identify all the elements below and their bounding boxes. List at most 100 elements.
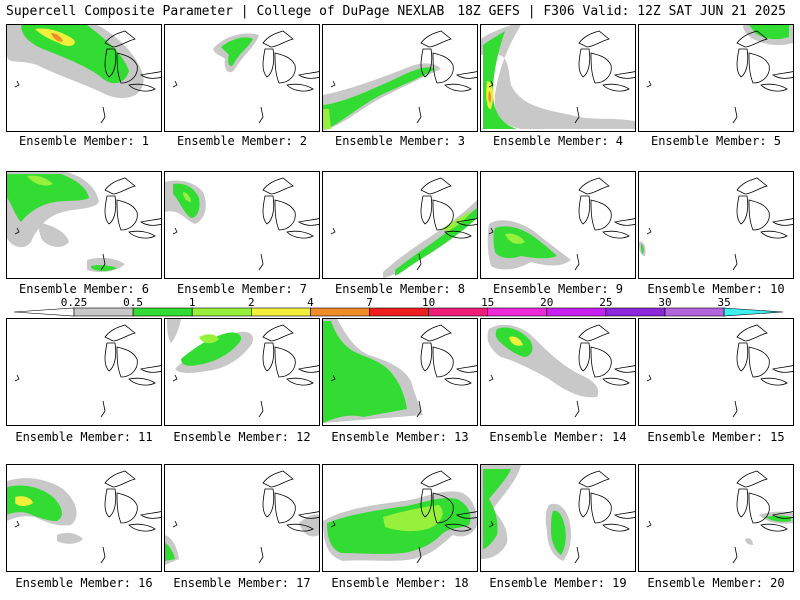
coastline-outline: [330, 470, 477, 564]
scp-field-map: [646, 25, 793, 124]
colorbar-segment: [310, 307, 370, 317]
coastline-outline: [646, 30, 793, 124]
ensemble-member-label: Ensemble Member: 17: [173, 576, 311, 590]
ensemble-member-map: [638, 318, 794, 426]
colorbar-tick-label: 1: [189, 296, 196, 309]
scp-contour-fill: [765, 515, 791, 522]
ensemble-member-label: Ensemble Member: 19: [489, 576, 627, 590]
ensemble-member-label: Ensemble Member: 16: [15, 576, 153, 590]
colorbar-tick-label: 15: [481, 296, 494, 309]
ensemble-member-label: Ensemble Member: 11: [15, 430, 153, 444]
colorbar-tick-label: 25: [599, 296, 612, 309]
colorbar-tick-label: 7: [366, 296, 373, 309]
scp-contour-fill: [15, 496, 33, 506]
coastline-outline: [488, 30, 635, 124]
colorbar-segment: [605, 307, 666, 317]
coastline-outline: [14, 177, 161, 271]
ensemble-member-map: [480, 464, 636, 572]
ensemble-member-map: [164, 171, 320, 279]
scp-field-map: [639, 177, 793, 271]
coastline-outline: [330, 177, 477, 271]
ensemble-member-label: Ensemble Member: 3: [334, 134, 466, 148]
coastline-outline: [330, 324, 477, 418]
scp-contour-fill: [7, 485, 62, 521]
ensemble-member-map: [480, 171, 636, 279]
scp-contour-fill: [323, 67, 435, 129]
coastline-outline: [172, 177, 319, 271]
color-scale-legend: 0.25 0.5 1 2 4 7 10 15 20 25 30 35: [13, 296, 784, 317]
ensemble-member-map: [322, 24, 478, 132]
scp-field-map: [7, 470, 161, 564]
ensemble-member-label: Ensemble Member: 20: [647, 576, 785, 590]
scp-field-map: [481, 25, 635, 129]
colorbar-segment: [251, 307, 311, 317]
ensemble-member-label: Ensemble Member: 9: [492, 282, 624, 296]
ensemble-member-map: [638, 464, 794, 572]
colorbar-segment: [73, 307, 134, 317]
coastline-outline: [488, 324, 635, 418]
coastline-outline: [14, 30, 161, 124]
ensemble-member-map: [638, 171, 794, 279]
coastline-outline: [172, 470, 319, 564]
colorbar-tick-label: 20: [540, 296, 553, 309]
coastline-outline: [172, 324, 319, 418]
scp-field-map: [7, 172, 161, 272]
page-title: Supercell Composite Parameter | College …: [6, 4, 445, 19]
ensemble-member-map: [322, 318, 478, 426]
ensemble-member-label: Ensemble Member: 4: [492, 134, 624, 148]
scp-field-map: [323, 319, 477, 423]
scp-field-map: [323, 30, 477, 131]
colorbar-tick-label: 2: [248, 296, 255, 309]
scp-field-map: [323, 470, 477, 564]
scp-field-map: [172, 30, 319, 124]
ensemble-member-map: [638, 24, 794, 132]
scp-contour-fill: [7, 174, 117, 271]
scp-contour-fill: [221, 37, 253, 67]
colorbar-segment: [369, 307, 429, 317]
colorbar-segment: [664, 307, 725, 317]
scp-field-map: [167, 319, 319, 418]
scp-contour-fill: [395, 208, 477, 276]
scp-field-map: [14, 324, 161, 418]
ensemble-member-label: Ensemble Member: 10: [647, 282, 785, 296]
colorbar-right-arrow: [723, 307, 784, 317]
scp-contour-fill: [27, 175, 53, 186]
colorbar-tick-label: 30: [658, 296, 671, 309]
scp-field-map: [330, 177, 477, 278]
colorbar-tick-label: 0.5: [123, 296, 143, 309]
ensemble-member-map: [480, 24, 636, 132]
scp-contour-fill: [323, 109, 331, 129]
scp-contour-fill: [641, 244, 644, 254]
colorbar-segment: [191, 307, 252, 317]
ensemble-member-label: Ensemble Member: 6: [18, 282, 150, 296]
coastline-outline: [14, 324, 161, 418]
ensemble-member-label: Ensemble Member: 8: [334, 282, 466, 296]
ensemble-member-map: [6, 464, 162, 572]
colorbar-segment: [487, 307, 548, 317]
scp-field-map: [487, 177, 635, 271]
scp-contour-fill: [165, 514, 319, 565]
coastline-outline: [646, 324, 793, 418]
ensemble-member-map: [164, 464, 320, 572]
valid-time-title: 18Z GEFS | F306 Valid: 12Z SAT JUN 21 20…: [457, 4, 786, 19]
scp-contour-fill: [481, 465, 571, 561]
ensemble-member-label: Ensemble Member: 18: [331, 576, 469, 590]
scp-field-map: [165, 470, 319, 565]
ensemble-member-label: Ensemble Member: 15: [647, 430, 785, 444]
scp-contour-fill: [199, 334, 219, 344]
scp-field-map: [481, 465, 635, 564]
scp-contour-fill: [165, 543, 175, 561]
scp-contour-fill: [383, 505, 443, 532]
coastline-outline: [646, 177, 793, 271]
scp-contour-fill: [483, 469, 566, 555]
ensemble-member-label: Ensemble Member: 2: [176, 134, 308, 148]
ensemble-member-label: Ensemble Member: 14: [489, 430, 627, 444]
scp-field-map: [646, 470, 793, 564]
scp-contour-fill: [509, 336, 523, 346]
colorbar-tick-label: 0.25: [61, 296, 88, 309]
scp-contour-fill: [749, 25, 789, 40]
ensemble-member-label: Ensemble Member: 5: [650, 134, 782, 148]
coastline-outline: [488, 470, 635, 564]
coastline-outline: [330, 30, 477, 124]
ensemble-member-label: Ensemble Member: 7: [176, 282, 308, 296]
